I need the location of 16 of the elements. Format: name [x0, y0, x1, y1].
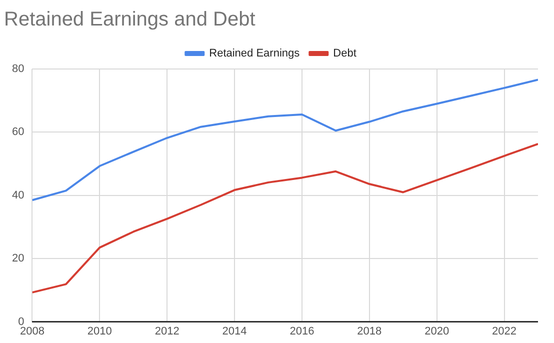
y-tick-label: 20 — [12, 252, 24, 265]
x-tick-label: 2008 — [20, 325, 44, 338]
x-tick-label: 2014 — [222, 325, 247, 338]
x-tick-label: 2018 — [357, 325, 382, 338]
y-tick-label: 60 — [12, 126, 24, 138]
legend-label: Debt — [333, 48, 356, 60]
x-tick-label: 2010 — [87, 325, 112, 338]
y-tick-label: 0 — [18, 316, 24, 328]
chart-title: Retained Earnings and Debt — [4, 8, 256, 31]
x-tick-label: 2020 — [424, 325, 450, 338]
x-tick-label: 2012 — [154, 325, 180, 338]
y-tick-label: 40 — [12, 189, 24, 202]
y-tick-label: 80 — [12, 63, 24, 76]
x-tick-label: 2022 — [492, 325, 517, 338]
x-tick-label: 2016 — [290, 325, 314, 338]
legend-label: Retained Earnings — [209, 48, 300, 60]
